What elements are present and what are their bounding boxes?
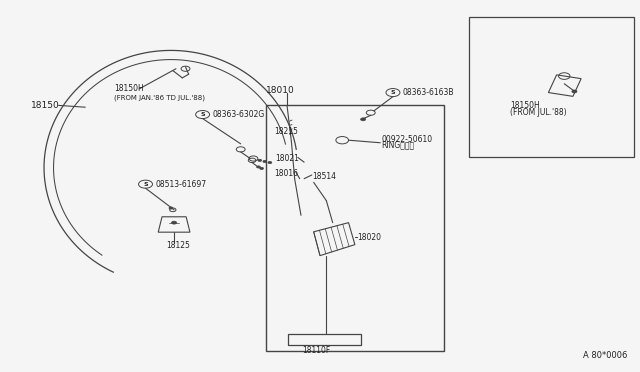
Text: 18016: 18016	[275, 169, 298, 178]
Text: 18514: 18514	[312, 172, 337, 181]
Text: 18150H: 18150H	[114, 84, 143, 93]
Text: 18150H: 18150H	[510, 101, 540, 110]
Text: 18020: 18020	[356, 233, 381, 242]
Text: 18150: 18150	[31, 101, 60, 110]
Bar	[469, 17, 634, 157]
Circle shape	[258, 159, 262, 161]
Text: S: S	[390, 90, 396, 95]
Circle shape	[268, 161, 272, 164]
Text: (FROM JAN.'86 TD JUL.'88): (FROM JAN.'86 TD JUL.'88)	[114, 94, 205, 100]
Text: 18010: 18010	[266, 86, 295, 95]
Text: 18021: 18021	[276, 154, 300, 163]
Text: 08513-61697: 08513-61697	[155, 180, 206, 189]
Bar	[548, 75, 581, 96]
Circle shape	[360, 118, 365, 121]
Text: 00922-50610: 00922-50610	[381, 135, 433, 144]
Text: RINGリング: RINGリング	[381, 141, 415, 150]
Text: 18125: 18125	[166, 241, 189, 250]
Text: S: S	[200, 112, 205, 117]
Text: S: S	[143, 182, 148, 187]
Circle shape	[572, 90, 577, 93]
Text: (FROM JUL.'88): (FROM JUL.'88)	[510, 108, 567, 117]
Circle shape	[260, 167, 264, 170]
Circle shape	[263, 160, 267, 163]
Text: 18215: 18215	[275, 126, 298, 135]
Circle shape	[172, 221, 177, 224]
Text: A 80*0006: A 80*0006	[583, 351, 628, 360]
Text: 18110F: 18110F	[302, 346, 330, 355]
Circle shape	[169, 207, 173, 209]
Text: 08363-6163B: 08363-6163B	[403, 88, 454, 97]
Text: 08363-6302G: 08363-6302G	[212, 110, 264, 119]
Bar	[288, 334, 361, 346]
Circle shape	[257, 166, 260, 168]
